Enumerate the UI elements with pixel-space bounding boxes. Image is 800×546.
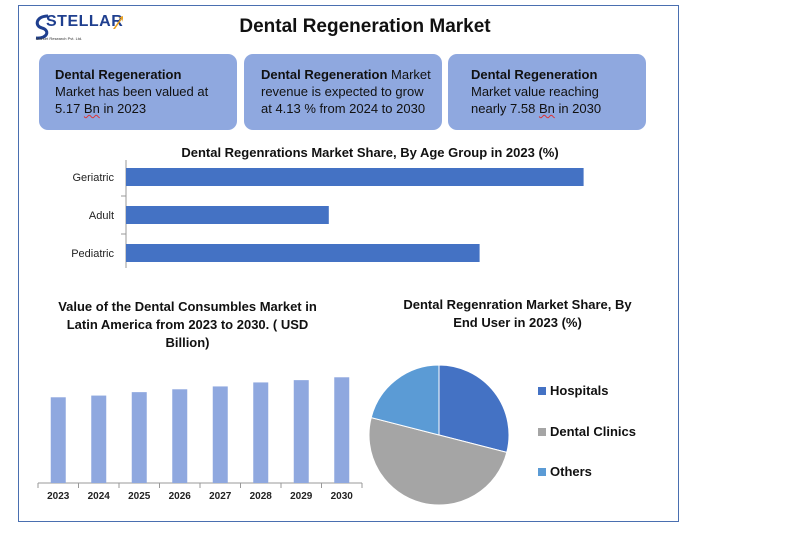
year-label: 2029 (290, 491, 313, 502)
year-label: 2027 (209, 491, 232, 502)
bar-pediatric (126, 244, 480, 262)
stat-card-valuation: Dental Regeneration Market has been valu… (39, 54, 237, 130)
column-2030 (334, 377, 350, 483)
bar-adult (126, 206, 329, 224)
year-label: 2026 (169, 491, 192, 502)
category-label: Pediatric (71, 248, 114, 260)
stat-card-forecast: Dental Regeneration Market value reachin… (448, 54, 646, 130)
pie-slice-hospitals (438, 364, 510, 454)
logo-arrow-icon (113, 16, 123, 29)
end-user-pie-chart (368, 364, 510, 506)
pie-slice-others (370, 364, 440, 436)
latin-america-column-chart: 2023 2024 2025 2026 2027 2028 2029 2030 (37, 377, 363, 502)
age-group-chart-title: Dental Regenrations Market Share, By Age… (181, 145, 559, 160)
logo-subtext: Market Research Pvt. Ltd. (36, 36, 83, 41)
category-label: Geriatric (72, 172, 114, 184)
year-label: 2028 (250, 491, 273, 502)
latin-america-chart-title: Value of the Dental Consumbles Market in… (58, 299, 317, 350)
column-2023 (50, 397, 66, 483)
end-user-chart-title: Dental Regenration Market Share, By End … (403, 297, 632, 330)
column-2026 (172, 389, 188, 483)
year-label: 2024 (88, 491, 111, 502)
year-label: 2030 (331, 491, 354, 502)
card-line: nearly 7.58 Bn in 2030 (471, 101, 602, 116)
stat-card-growth: Dental Regeneration Market revenue is ex… (244, 54, 442, 130)
card-line: 5.17 Bn in 2023 (55, 101, 147, 116)
column-2024 (91, 395, 107, 483)
category-label: Adult (89, 210, 114, 222)
logo-swoosh-icon (35, 14, 49, 40)
card-line: Market value reaching (471, 84, 599, 99)
column-2028 (253, 382, 269, 483)
stellar-logo: STELLAR Market Research Pvt. Ltd. (30, 12, 125, 46)
pie-slice-dental-clinics (368, 416, 508, 506)
logo-text: STELLAR (46, 13, 124, 30)
year-label: 2023 (47, 491, 70, 502)
card-line: Market has been valued at (55, 84, 209, 99)
legend-swatch (538, 386, 546, 395)
legend-item-others: Others (538, 464, 592, 479)
year-label: 2025 (128, 491, 151, 502)
legend-item-hospitals: Hospitals (538, 383, 609, 398)
column-2029 (293, 380, 309, 483)
card-line: revenue is expected to grow (261, 84, 424, 99)
age-group-bar-chart: Geriatric Adult Pediatric (71, 160, 584, 268)
page-title: Dental Regeneration Market (239, 16, 491, 37)
card-line: at 4.13 % from 2024 to 2030 (261, 101, 426, 116)
column-2027 (212, 386, 228, 483)
card-heading: Dental Regeneration (261, 67, 388, 82)
legend-swatch (538, 467, 546, 476)
card-heading: Dental Regeneration (55, 67, 182, 82)
bar-geriatric (126, 168, 584, 186)
column-2025 (131, 392, 147, 483)
card-heading: Dental Regeneration (471, 67, 598, 82)
legend-item-dental-clinics: Dental Clinics (538, 424, 636, 439)
legend-swatch (538, 427, 546, 436)
